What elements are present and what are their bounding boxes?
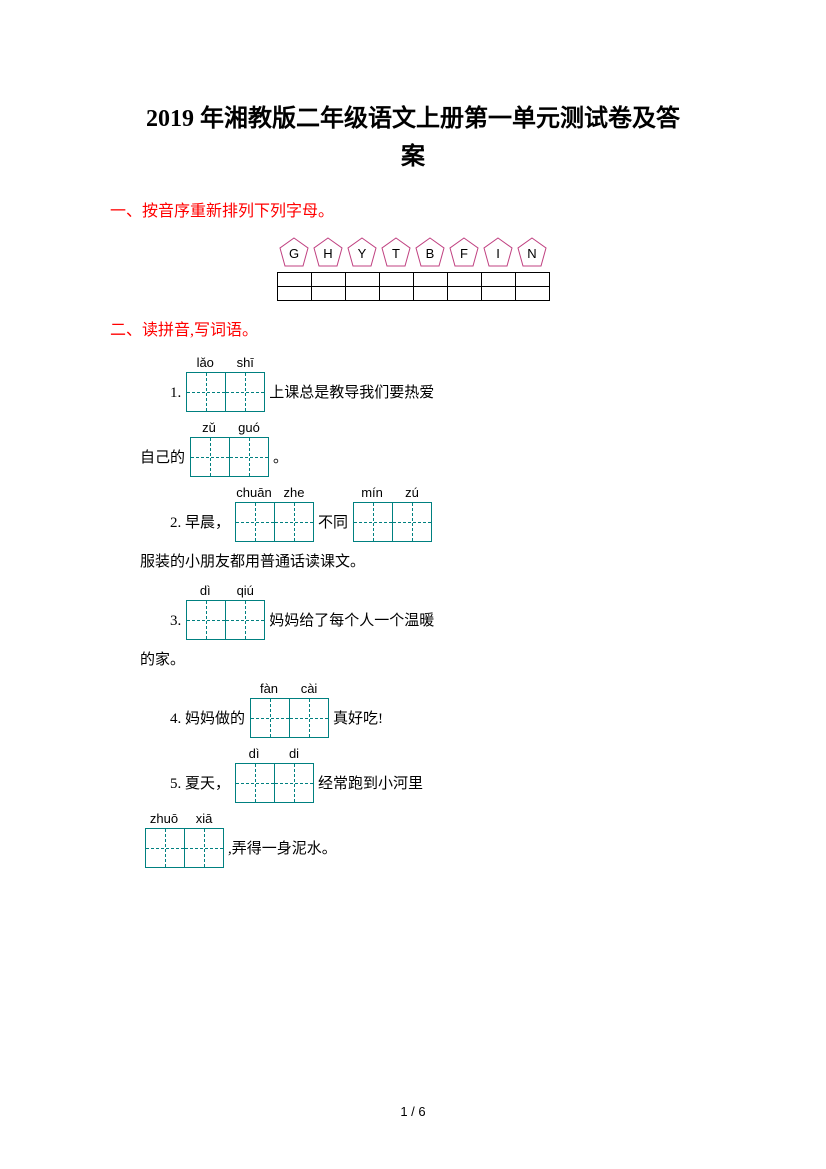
question-2-cont: 服装的小朋友都用普通话读课文。 xyxy=(110,550,716,571)
question-4-line1: 4. 妈妈做的 fàncài 真好吃! xyxy=(110,681,716,738)
pentagon-letter: H xyxy=(312,236,344,268)
question-3-line1: 3. dìqiú 妈妈给了每个人一个温暖 xyxy=(110,583,716,640)
document-title: 2019 年湘教版二年级语文上册第一单元测试卷及答 案 xyxy=(110,100,716,177)
pentagon-letter: B xyxy=(414,236,446,268)
pentagon-letter: N xyxy=(516,236,548,268)
pentagon-letter-row: GHYTBFIN xyxy=(110,236,716,268)
q1-box1: lǎoshī xyxy=(185,355,265,412)
pentagon-letter: T xyxy=(380,236,412,268)
q1-box2: zǔguó xyxy=(189,420,269,477)
pentagon-letter: Y xyxy=(346,236,378,268)
section2-header: 二、读拼音,写词语。 xyxy=(110,316,716,340)
q4-box1: fàncài xyxy=(249,681,329,738)
page-footer: 1 / 6 xyxy=(0,1104,826,1119)
pentagon-letter: G xyxy=(278,236,310,268)
q5-box1: dìdi xyxy=(234,746,314,803)
question-3-cont: 的家。 xyxy=(110,648,716,669)
question-5-line2: zhuōxiā ,弄得一身泥水。 xyxy=(110,811,716,868)
q2-box2: mínzú xyxy=(352,485,432,542)
q3-box1: dìqiú xyxy=(185,583,265,640)
question-5-line1: 5. 夏天， dìdi 经常跑到小河里 xyxy=(110,746,716,803)
question-1-line2: 自己的 zǔguó 。 xyxy=(110,420,716,477)
q1-number: 1. xyxy=(170,385,181,412)
answer-grid xyxy=(110,272,716,301)
question-1-line1: 1. lǎoshī 上课总是教导我们要热爱 xyxy=(110,355,716,412)
q1-text1: 上课总是教导我们要热爱 xyxy=(269,381,434,412)
section1-header: 一、按音序重新排列下列字母。 xyxy=(110,197,716,221)
q5-box2: zhuōxiā xyxy=(144,811,224,868)
pentagon-letter: F xyxy=(448,236,480,268)
question-2-line1: 2. 早晨， chuānzhe 不同 mínzú xyxy=(110,485,716,542)
q2-box1: chuānzhe xyxy=(234,485,314,542)
pentagon-letter: I xyxy=(482,236,514,268)
